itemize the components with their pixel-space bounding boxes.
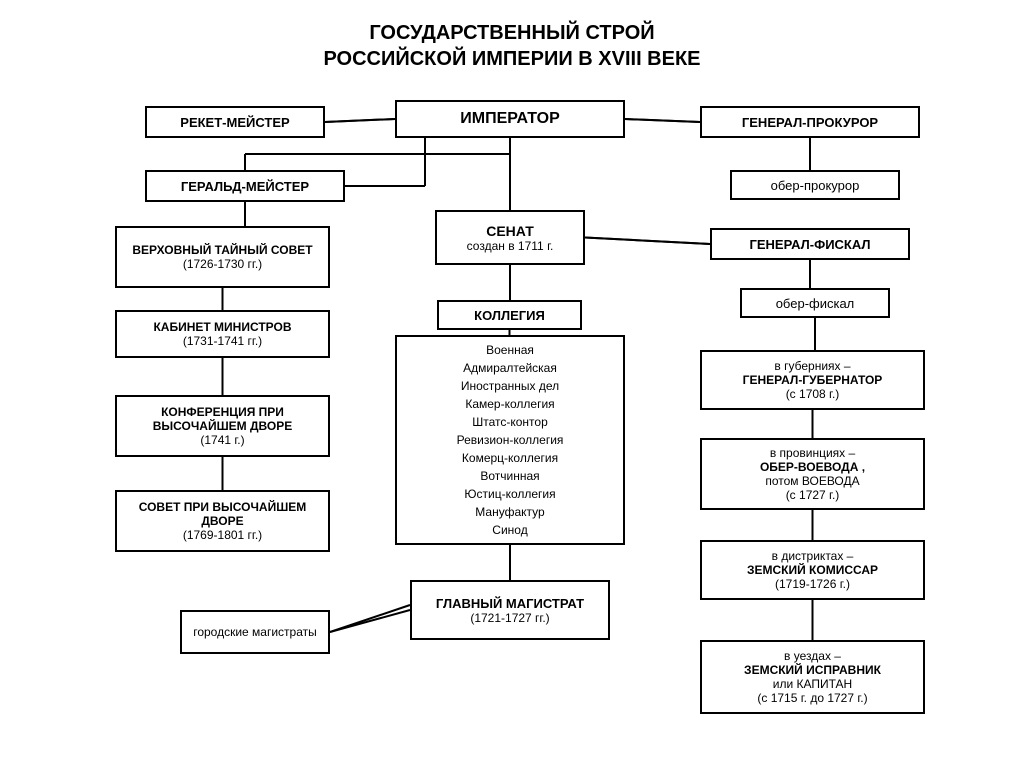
node-zemkom: в дистриктах – ЗЕМСКИЙ КОМИССАР (1719-17… xyxy=(700,540,925,600)
kollegia-list-item: Юстиц-коллегия xyxy=(457,485,564,503)
node-oberfiskal: обер-фискал xyxy=(740,288,890,318)
diagram-title: ГОСУДАРСТВЕННЫЙ СТРОЙ РОССИЙСКОЙ ИМПЕРИИ… xyxy=(0,20,1024,72)
title-line1: ГОСУДАРСТВЕННЫЙ СТРОЙ xyxy=(0,20,1024,46)
kollegia-list-item: Штатс-контор xyxy=(457,413,564,431)
node-kabinet: КАБИНЕТ МИНИСТРОВ (1731-1741 гг.) xyxy=(115,310,330,358)
node-gorodmag: городские магистраты xyxy=(180,610,330,654)
node-reket: РЕКЕТ-МЕЙСТЕР xyxy=(145,106,325,138)
kollegia-list-items: ВоеннаяАдмиралтейскаяИностранных делКаме… xyxy=(457,341,564,539)
node-kollegia-list: ВоеннаяАдмиралтейскаяИностранных делКаме… xyxy=(395,335,625,545)
node-gengub: в губерниях – ГЕНЕРАЛ-ГУБЕРНАТОР (с 1708… xyxy=(700,350,925,410)
kollegia-list-item: Ревизион-коллегия xyxy=(457,431,564,449)
kollegia-list-item: Вотчинная xyxy=(457,467,564,485)
title-line2: РОССИЙСКОЙ ИМПЕРИИ В XVIII ВЕКЕ xyxy=(0,46,1024,72)
node-konfer: КОНФЕРЕНЦИЯ ПРИ ВЫСОЧАЙШЕМ ДВОРЕ (1741 г… xyxy=(115,395,330,457)
node-kollegia: КОЛЛЕГИЯ xyxy=(437,300,582,330)
kollegia-list-item: Адмиралтейская xyxy=(457,359,564,377)
kollegia-list-item: Комерц-коллегия xyxy=(457,449,564,467)
node-herald: ГЕРАЛЬД-МЕЙСТЕР xyxy=(145,170,345,202)
node-genfiskal: ГЕНЕРАЛ-ФИСКАЛ xyxy=(710,228,910,260)
node-sovetpri: СОВЕТ ПРИ ВЫСОЧАЙШЕМ ДВОРЕ (1769-1801 гг… xyxy=(115,490,330,552)
kollegia-list-item: Мануфактур xyxy=(457,503,564,521)
kollegia-list-item: Синод xyxy=(457,521,564,539)
node-obervoe: в провинциях – ОБЕР-ВОЕВОДА , потом ВОЕВ… xyxy=(700,438,925,510)
node-imperator: ИМПЕРАТОР xyxy=(395,100,625,138)
node-verhsovet: ВЕРХОВНЫЙ ТАЙНЫЙ СОВЕТ (1726-1730 гг.) xyxy=(115,226,330,288)
node-oberprok: обер-прокурор xyxy=(730,170,900,200)
node-zemispr: в уездах – ЗЕМСКИЙ ИСПРАВНИК или КАПИТАН… xyxy=(700,640,925,714)
node-glavmag: ГЛАВНЫЙ МАГИСТРАТ (1721-1727 гг.) xyxy=(410,580,610,640)
kollegia-list-item: Военная xyxy=(457,341,564,359)
node-senat: СЕНАТ создан в 1711 г. xyxy=(435,210,585,265)
node-genprok: ГЕНЕРАЛ-ПРОКУРОР xyxy=(700,106,920,138)
kollegia-list-item: Иностранных дел xyxy=(457,377,564,395)
kollegia-list-item: Камер-коллегия xyxy=(457,395,564,413)
